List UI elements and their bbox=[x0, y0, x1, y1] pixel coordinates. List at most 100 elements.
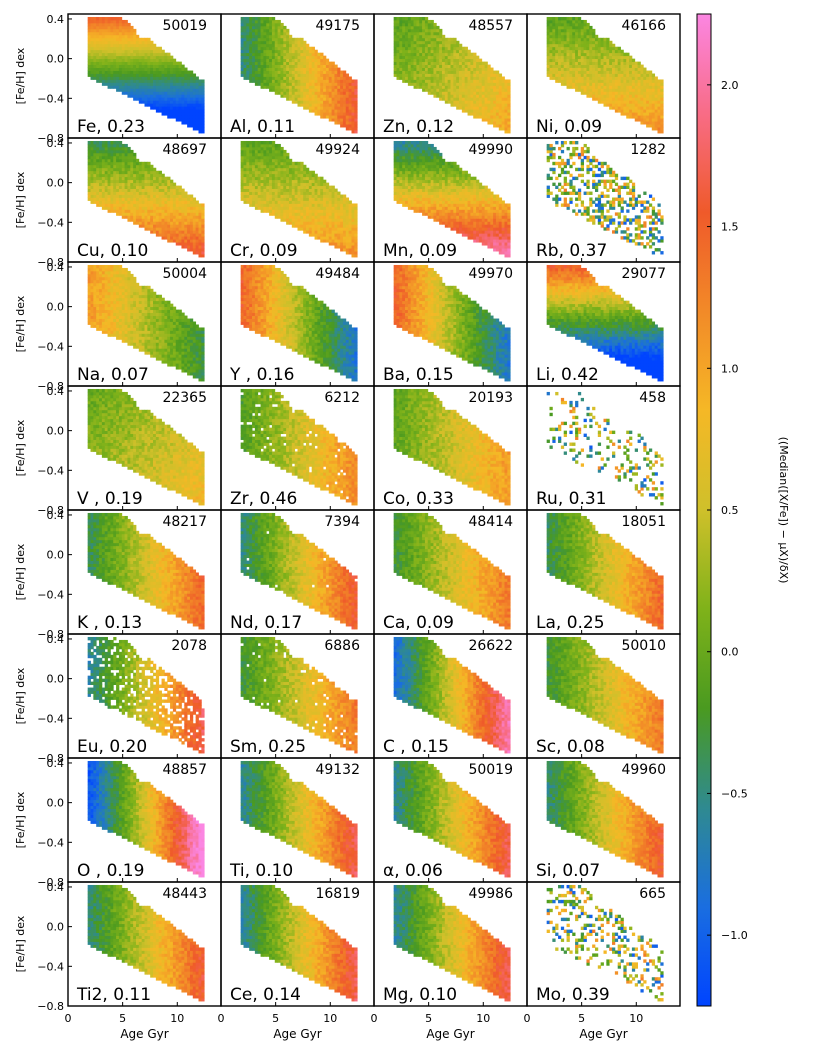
heatmap-cell bbox=[343, 94, 346, 97]
heatmap-cell bbox=[626, 71, 629, 74]
heatmap-cell bbox=[493, 91, 496, 94]
heatmap-cell bbox=[113, 180, 116, 183]
heatmap-cell bbox=[416, 38, 419, 41]
heatmap-cell bbox=[99, 50, 102, 53]
heatmap-cell bbox=[405, 65, 408, 68]
heatmap-cell bbox=[272, 141, 275, 144]
heatmap-cell bbox=[263, 71, 266, 74]
heatmap-cell bbox=[431, 82, 434, 85]
heatmap-cell bbox=[272, 171, 275, 174]
heatmap-cell bbox=[485, 103, 488, 106]
heatmap-cell bbox=[201, 215, 204, 218]
heatmap-cell bbox=[303, 94, 306, 97]
heatmap-cell bbox=[589, 41, 592, 44]
heatmap-cell bbox=[184, 121, 187, 124]
heatmap-cell bbox=[255, 174, 258, 177]
heatmap-cell bbox=[618, 97, 621, 100]
heatmap-cell bbox=[116, 147, 119, 150]
heatmap-cell bbox=[592, 85, 595, 88]
heatmap-cell bbox=[278, 79, 281, 82]
heatmap-cell bbox=[567, 41, 570, 44]
heatmap-cell bbox=[127, 56, 130, 59]
heatmap-cell bbox=[130, 47, 133, 50]
heatmap-cell bbox=[145, 192, 148, 195]
heatmap-cell bbox=[179, 221, 182, 224]
heatmap-cell bbox=[408, 56, 411, 59]
heatmap-cell bbox=[558, 77, 561, 80]
heatmap-cell bbox=[399, 29, 402, 32]
heatmap-cell bbox=[660, 124, 663, 127]
heatmap-cell bbox=[102, 20, 105, 23]
heatmap-cell bbox=[127, 159, 130, 162]
heatmap-cell bbox=[162, 74, 165, 77]
heatmap-cell bbox=[96, 20, 99, 23]
heatmap-cell bbox=[110, 201, 113, 204]
heatmap-cell bbox=[263, 203, 266, 206]
heatmap-cell bbox=[343, 71, 346, 74]
heatmap-cell bbox=[399, 38, 402, 41]
heatmap-cell bbox=[609, 82, 612, 85]
heatmap-cell bbox=[640, 118, 643, 121]
heatmap-cell bbox=[292, 192, 295, 195]
heatmap-cell bbox=[473, 79, 476, 82]
heatmap-cell bbox=[612, 53, 615, 56]
heatmap-cell bbox=[309, 59, 312, 62]
heatmap-cell bbox=[110, 192, 113, 195]
heatmap-cell bbox=[139, 189, 142, 192]
heatmap-cell bbox=[119, 32, 122, 35]
heatmap-cell bbox=[88, 180, 91, 183]
heatmap-cell bbox=[159, 94, 162, 97]
heatmap-cell bbox=[416, 74, 419, 77]
heatmap-cell bbox=[261, 201, 264, 204]
heatmap-cell bbox=[113, 192, 116, 195]
heatmap-cell bbox=[249, 20, 252, 23]
heatmap-cell bbox=[278, 206, 281, 209]
heatmap-cell bbox=[652, 106, 655, 109]
heatmap-cell bbox=[402, 26, 405, 29]
heatmap-cell bbox=[162, 212, 165, 215]
heatmap-cell bbox=[130, 192, 133, 195]
heatmap-cell bbox=[468, 53, 471, 56]
heatmap-cell bbox=[493, 109, 496, 112]
heatmap-cell bbox=[145, 212, 148, 215]
heatmap-cell bbox=[300, 203, 303, 206]
heatmap-cell bbox=[547, 17, 550, 20]
heatmap-cell bbox=[646, 85, 649, 88]
heatmap-cell bbox=[300, 180, 303, 183]
heatmap-cell bbox=[445, 38, 448, 41]
heatmap-cell bbox=[133, 44, 136, 47]
heatmap-cell bbox=[246, 62, 249, 65]
heatmap-cell bbox=[198, 127, 201, 130]
heatmap-cell bbox=[552, 17, 555, 20]
heatmap-cell bbox=[269, 56, 272, 59]
heatmap-cell bbox=[468, 88, 471, 91]
heatmap-cell bbox=[578, 74, 581, 77]
heatmap-cell bbox=[252, 168, 255, 171]
heatmap-cell bbox=[266, 165, 269, 168]
heatmap-cell bbox=[453, 71, 456, 74]
heatmap-cell bbox=[88, 65, 91, 68]
heatmap-cell bbox=[612, 91, 615, 94]
heatmap-cell bbox=[244, 50, 247, 53]
heatmap-cell bbox=[261, 32, 264, 35]
heatmap-cell bbox=[110, 206, 113, 209]
heatmap-cell bbox=[272, 198, 275, 201]
heatmap-cell bbox=[340, 82, 343, 85]
heatmap-cell bbox=[346, 85, 349, 88]
heatmap-cell bbox=[139, 174, 142, 177]
heatmap-cell bbox=[181, 224, 184, 227]
heatmap-cell bbox=[351, 79, 354, 82]
heatmap-cell bbox=[263, 177, 266, 180]
heatmap-cell bbox=[244, 44, 247, 47]
heatmap-cell bbox=[618, 79, 621, 82]
heatmap-cell bbox=[272, 156, 275, 159]
heatmap-cell bbox=[405, 50, 408, 53]
heatmap-cell bbox=[269, 79, 272, 82]
heatmap-cell bbox=[122, 35, 125, 38]
heatmap-cell bbox=[589, 59, 592, 62]
heatmap-cell bbox=[448, 100, 451, 103]
heatmap-cell bbox=[502, 91, 505, 94]
heatmap-cell bbox=[646, 94, 649, 97]
heatmap-cell bbox=[632, 85, 635, 88]
heatmap-cell bbox=[184, 233, 187, 236]
